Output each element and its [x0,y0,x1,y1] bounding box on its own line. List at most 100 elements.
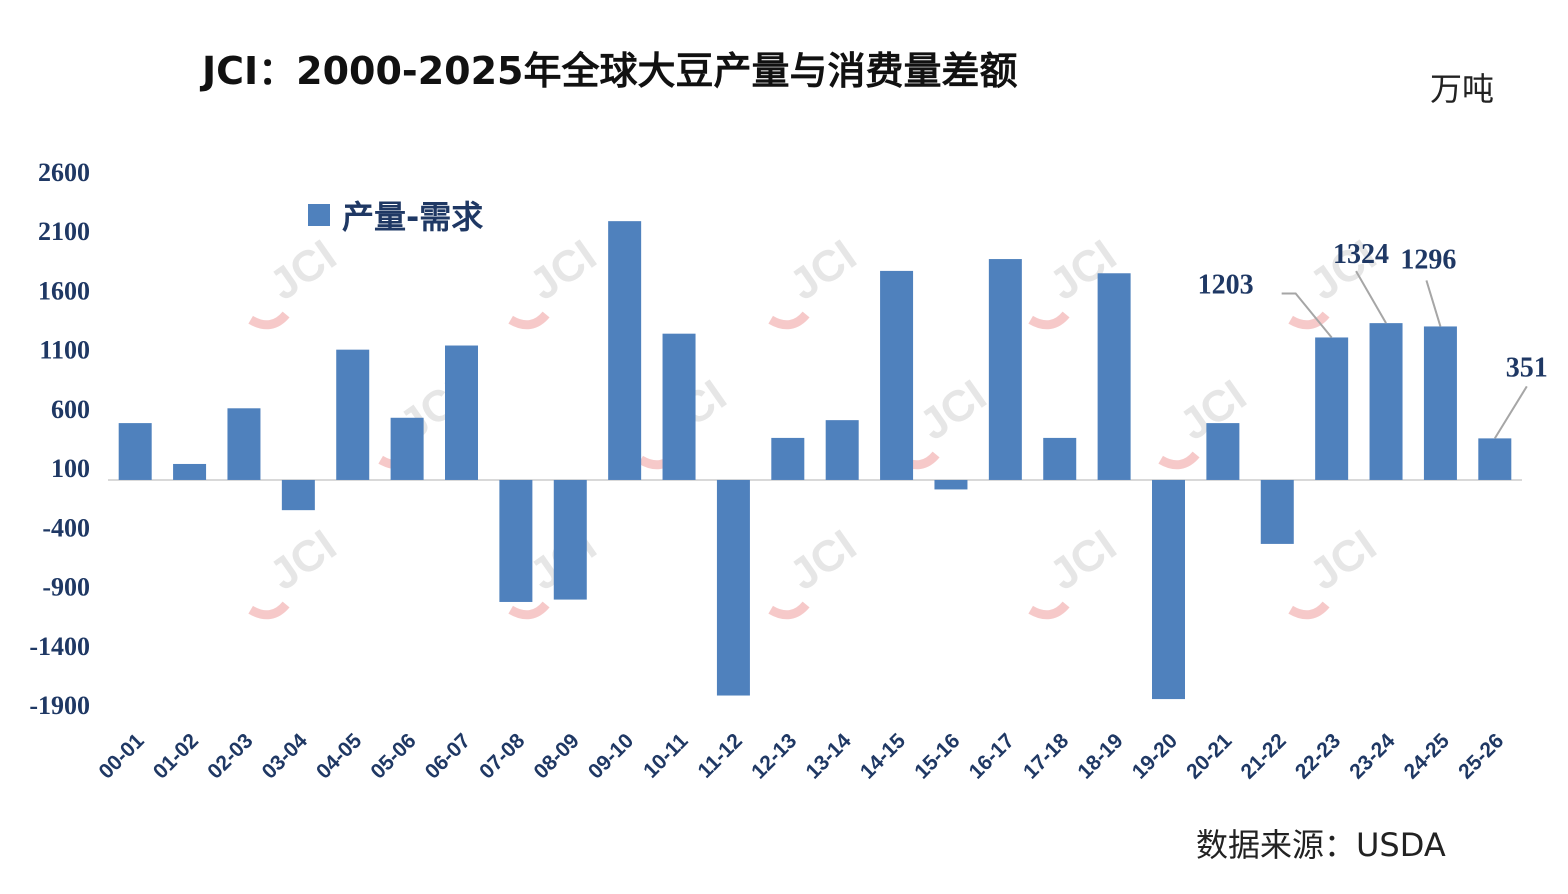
x-tick-label: 14-15 [856,729,910,783]
x-tick-label: 05-06 [366,729,420,783]
data-labels: 1203 1324 1296 351 [1198,239,1548,439]
y-tick-label: -400 [42,513,90,542]
bar-05-06 [390,417,424,480]
y-tick-label: -1900 [29,691,90,720]
bar-16-17 [988,259,1022,480]
x-tick-label: 21-22 [1237,729,1291,783]
bar-25-26 [1478,438,1512,480]
x-tick-label: 02-03 [203,729,257,783]
watermark-swoosh [1288,311,1330,330]
watermark-swoosh [248,311,290,330]
x-tick-label: 24-25 [1400,729,1454,783]
bar-07-08 [499,479,533,602]
bar-03-04 [281,479,315,511]
watermark-swoosh [508,311,550,330]
watermark: JCI [1028,521,1125,620]
y-tick-label: 1100 [39,336,90,365]
y-tick-label: 2600 [38,158,90,187]
legend-swatch [308,204,330,226]
bar-01-02 [173,463,207,480]
x-tick-label: 16-17 [965,729,1019,783]
watermark-swoosh [1288,601,1330,620]
bar-11-12 [716,479,750,696]
watermark-text: JCI [261,231,345,310]
bar-02-03 [227,408,261,480]
x-tick-label: 08-09 [530,729,584,783]
bar-12-13 [771,437,805,480]
bar-22-23 [1315,337,1349,480]
watermark-swoosh [1028,601,1070,620]
watermark-swoosh [768,601,810,620]
data-label-22-23: 1203 [1198,269,1254,300]
watermark-text: JCI [1041,521,1125,600]
watermark-text: JCI [1301,521,1385,600]
x-tick-label: 19-20 [1128,729,1182,783]
data-label-leader [1281,292,1333,339]
bar-21-22 [1260,479,1294,544]
data-label-leader [1493,385,1528,439]
x-tick-label: 17-18 [1019,729,1073,783]
x-tick-label: 20-21 [1182,729,1236,783]
watermark: JCI [768,521,865,620]
watermark-text: JCI [261,521,345,600]
x-tick-label: 11-12 [694,729,747,782]
y-axis-ticks: 2600 2100 1600 1100 600 100 -400 -900 -1400 -1900 [29,158,90,720]
bar-14-15 [880,270,914,480]
x-tick-label: 06-07 [421,729,475,783]
legend: 产量-需求 [308,198,483,236]
x-axis-ticks: 00-01 01-02 02-03 03-04 04-05 05-06 06-07 07-08… [94,729,1508,783]
data-label-25-26: 351 [1506,352,1548,383]
x-tick-label: 00-01 [94,729,148,783]
watermark-text: JCI [781,231,865,310]
watermark: JCI [508,231,605,330]
watermark: JCI [768,231,865,330]
y-tick-label: -900 [42,573,90,602]
y-tick-label: 2100 [38,217,90,246]
bar-09-10 [608,221,642,480]
data-label-24-25: 1296 [1400,244,1456,275]
x-tick-label: 04-05 [312,729,366,783]
watermark-swoosh [768,311,810,330]
chart-title: JCI：2000-2025年全球大豆产量与消费量差额 [202,49,1018,93]
bar-15-16 [934,479,968,490]
x-tick-label: 01-02 [149,729,203,783]
bar-13-14 [825,420,859,480]
legend-label: 产量-需求 [342,198,483,236]
x-tick-label: 22-23 [1291,729,1345,783]
bar-24-25 [1423,326,1457,480]
bar-04-05 [336,349,370,480]
bar-00-01 [118,423,152,480]
unit-label: 万吨 [1430,70,1495,108]
x-tick-label: 18-19 [1073,729,1127,783]
watermark-text: JCI [521,231,605,310]
bar-10-11 [662,333,696,480]
bar-20-21 [1206,423,1240,480]
y-tick-label: -1400 [29,632,90,661]
y-tick-label: 100 [51,454,90,483]
watermark-swoosh [508,601,550,620]
watermark-text: JCI [911,371,995,450]
source-note: 数据来源：USDA [1196,826,1446,864]
bar-18-19 [1097,273,1131,480]
watermark-swoosh [1028,311,1070,330]
y-tick-label: 600 [51,395,90,424]
x-tick-label: 07-08 [475,729,529,783]
x-tick-label: 13-14 [801,729,855,783]
x-tick-label: 23-24 [1345,729,1399,783]
watermark-text: JCI [781,521,865,600]
data-label-23-24: 1324 [1333,239,1389,270]
watermark: JCI [1158,371,1255,470]
bar-17-18 [1043,437,1077,480]
bar-08-09 [553,479,587,600]
watermark-swoosh [1158,451,1200,470]
watermark: JCI [248,231,345,330]
x-tick-label: 15-16 [910,729,964,783]
bar-06-07 [445,345,478,480]
data-label-leader [1355,270,1387,324]
data-label-leader [1425,280,1442,327]
x-tick-label: 03-04 [258,729,312,783]
watermark-swoosh [248,601,290,620]
x-tick-label: 25-26 [1454,729,1508,783]
x-tick-label: 10-11 [639,729,693,783]
